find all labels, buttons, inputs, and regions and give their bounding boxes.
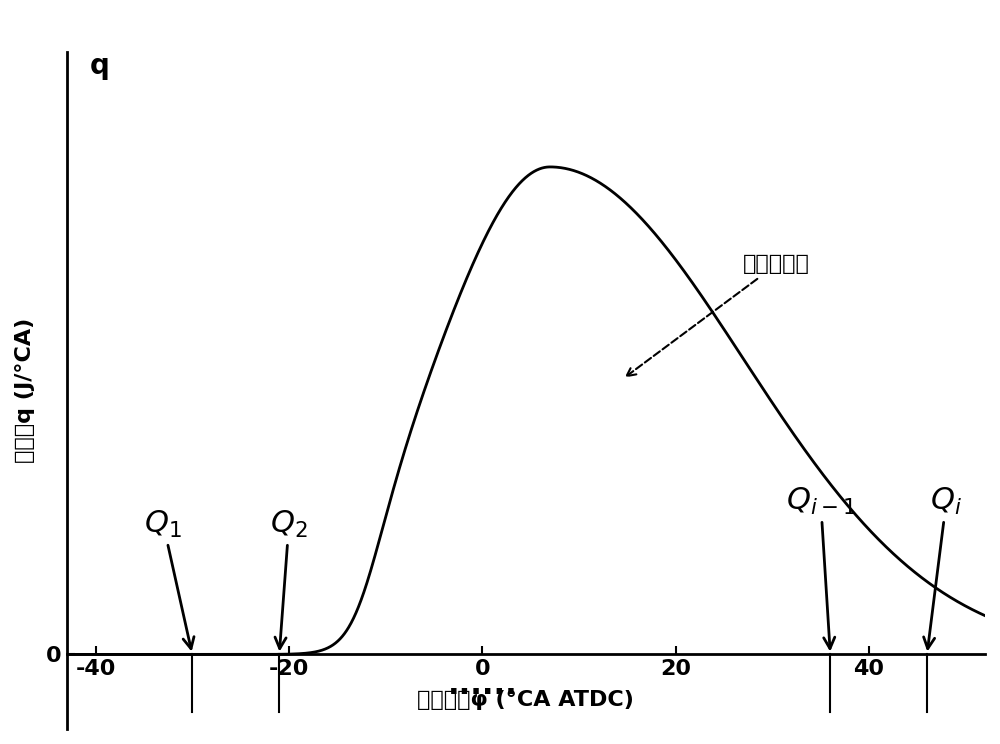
Y-axis label: 放热率q (J/°CA): 放热率q (J/°CA): [15, 318, 35, 464]
X-axis label: 曲轴转角φ (°CA ATDC): 曲轴转角φ (°CA ATDC): [417, 690, 634, 711]
Text: ......: ......: [447, 672, 517, 701]
Text: q: q: [90, 52, 110, 80]
Text: $Q_{i-1}$: $Q_{i-1}$: [786, 486, 856, 649]
Text: $Q_2$: $Q_2$: [270, 509, 308, 649]
Text: $Q_1$: $Q_1$: [144, 509, 194, 649]
Text: $Q_i$: $Q_i$: [924, 486, 962, 649]
Text: 放热率曲线: 放热率曲线: [627, 254, 810, 376]
